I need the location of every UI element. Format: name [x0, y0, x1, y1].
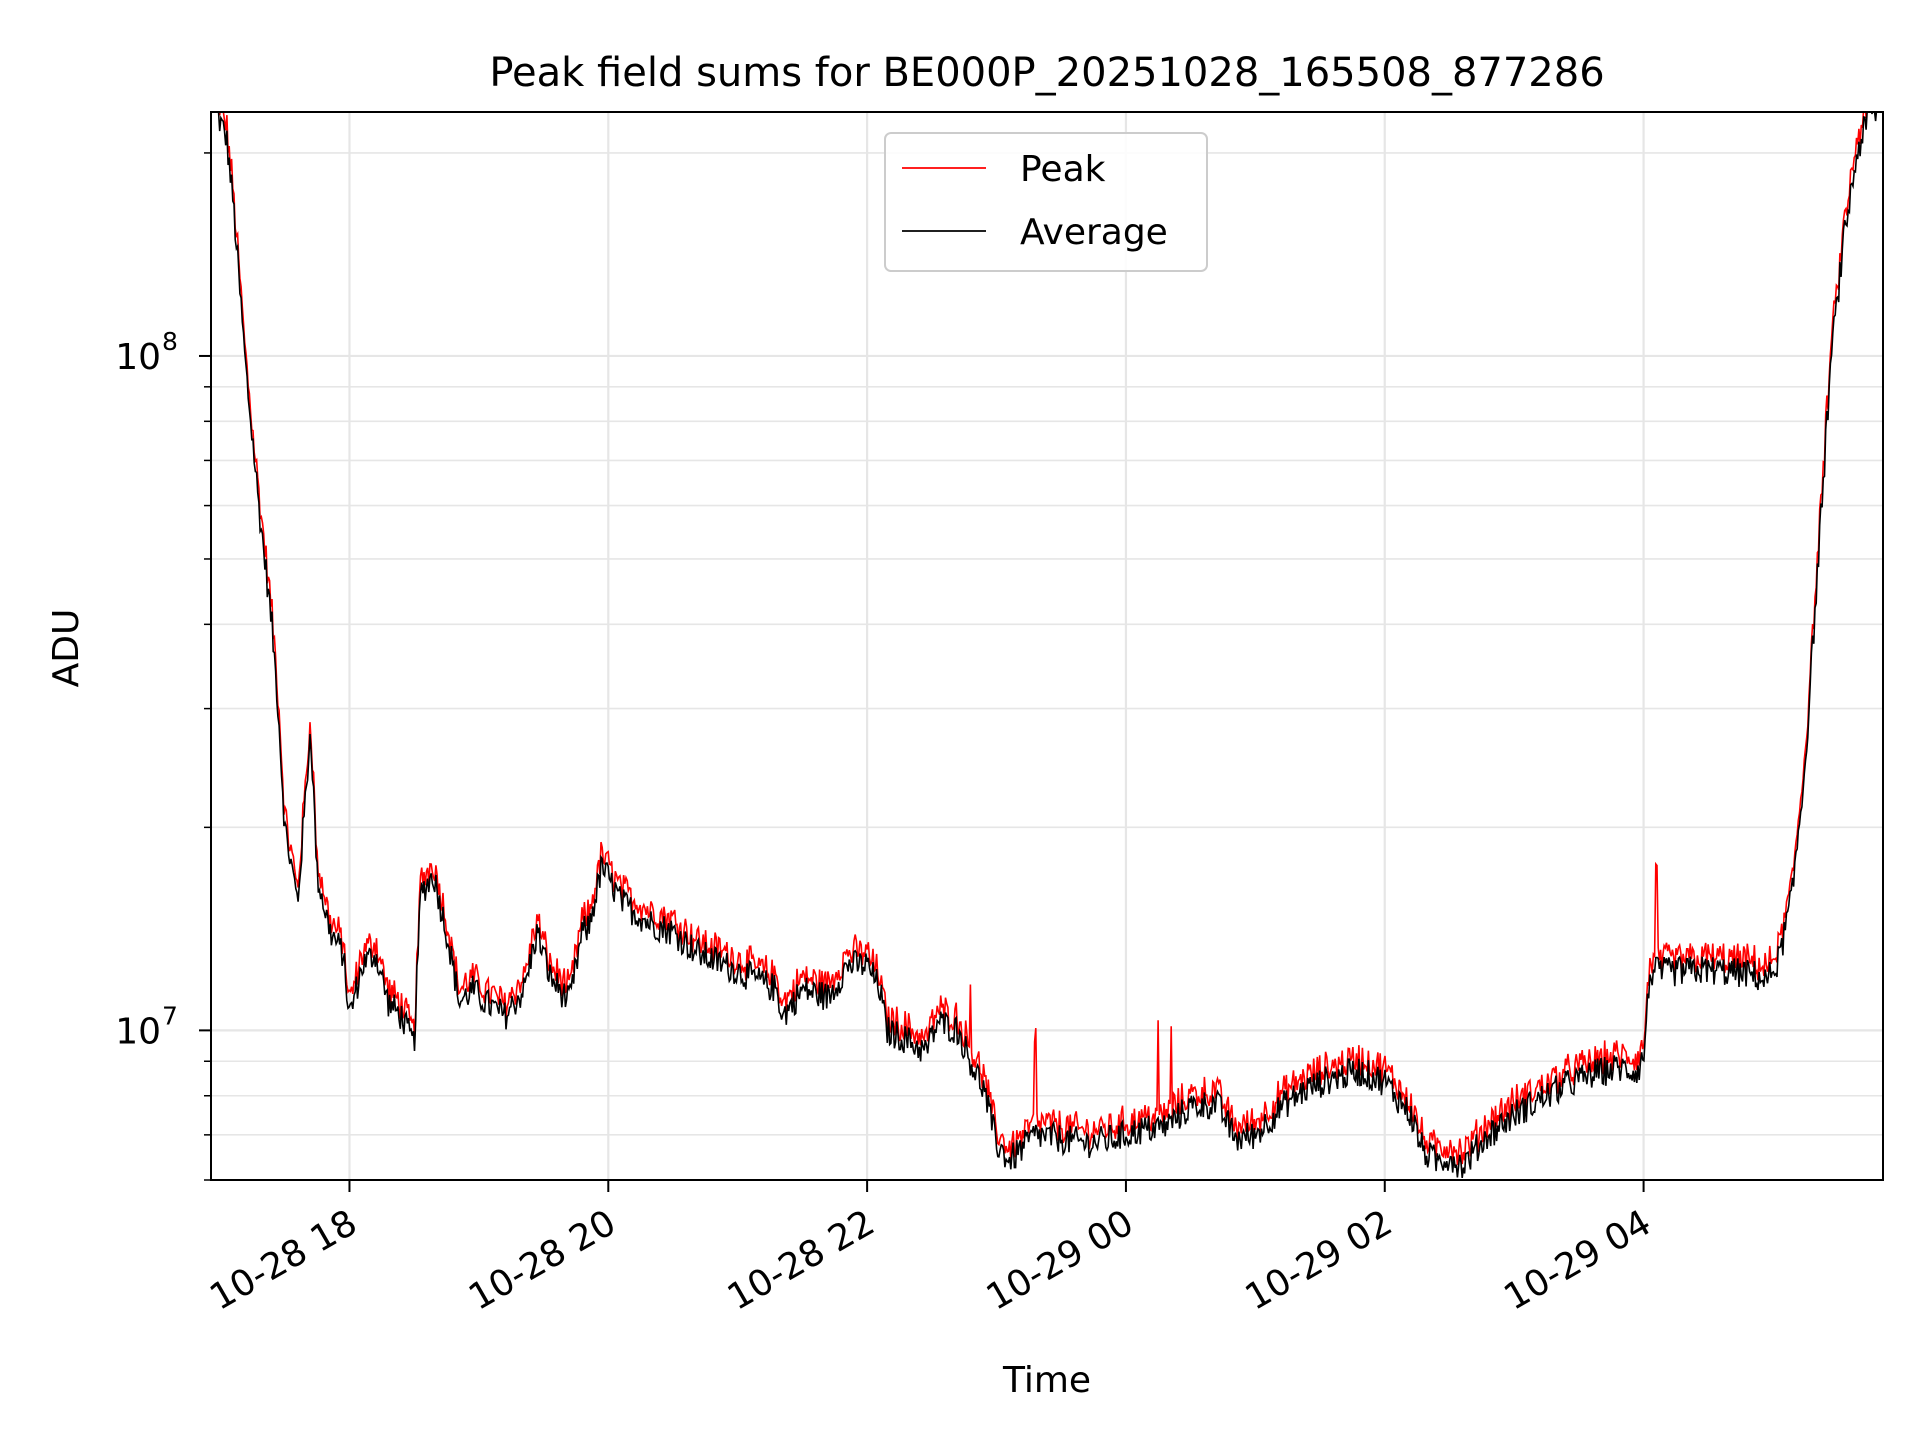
legend-peak-label: Peak	[1020, 149, 1106, 190]
x-axis-label: Time	[1002, 1360, 1091, 1401]
y-tick-label: 10	[115, 1011, 161, 1052]
plot-frame	[210, 111, 1884, 1181]
y-axis-label: ADU	[46, 609, 87, 688]
series-layer	[217, 112, 1878, 1178]
series-average-line	[217, 112, 1878, 1178]
chart-title: Peak field sums for BE000P_20251028_1655…	[489, 50, 1604, 96]
y-tick-exponent: 7	[162, 1001, 178, 1030]
y-tick-label: 10	[115, 337, 161, 378]
legend-average-label: Average	[1020, 212, 1168, 253]
y-tick-exponent: 8	[162, 327, 178, 356]
legend: Peak Average	[884, 132, 1208, 272]
